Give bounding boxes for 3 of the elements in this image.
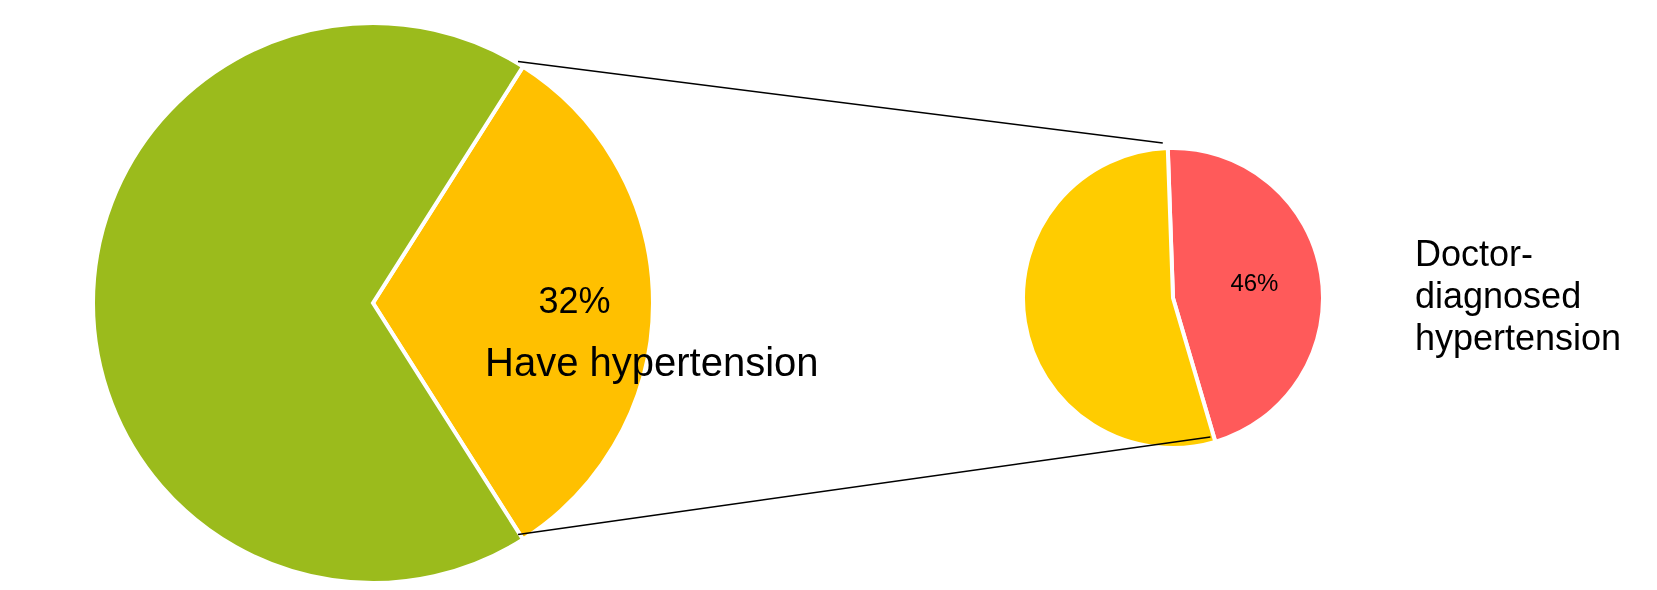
data-label: 46% — [1230, 269, 1279, 297]
data-label: 32% — [538, 279, 611, 321]
slice-label: Doctor-diagnosed hypertension — [1415, 232, 1622, 358]
